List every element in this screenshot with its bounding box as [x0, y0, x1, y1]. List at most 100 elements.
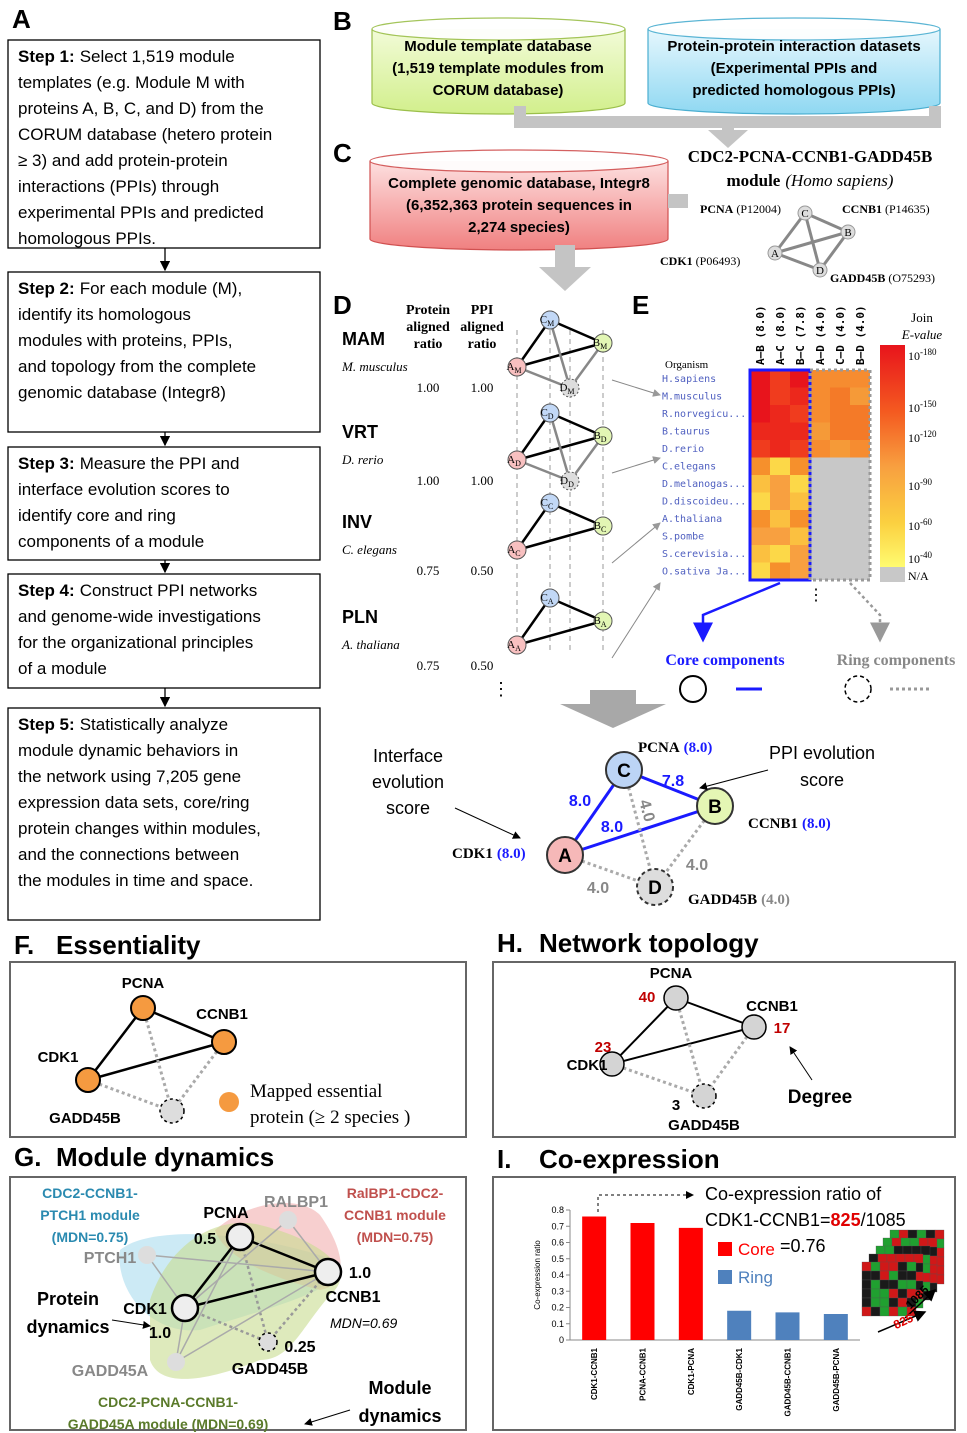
matrix-cell	[907, 1271, 916, 1280]
node-letter: B	[593, 337, 600, 349]
database-text: (6,352,363 protein sequences in	[406, 197, 632, 214]
matrix-cell	[862, 1289, 871, 1298]
heatmap-cell	[750, 475, 770, 493]
node-subscript: D	[515, 459, 521, 468]
heatmap-cell	[790, 493, 810, 511]
heatmap-cell	[790, 440, 810, 458]
bar	[824, 1314, 848, 1340]
network-node	[138, 1246, 156, 1264]
edge-score: 8.0	[569, 793, 591, 810]
node-letter: B	[593, 615, 600, 627]
module-name: RalBP1-CDC2-	[347, 1185, 444, 1201]
protein-label: CDK1(P06493)	[660, 254, 740, 268]
matrix-cell	[892, 1238, 901, 1247]
heatmap-cell	[750, 563, 770, 581]
heatmap-cell	[810, 440, 830, 458]
heatmap-cell	[810, 458, 830, 476]
module-subtitle: module(Homo sapiens)	[727, 171, 894, 190]
step-text: templates (e.g. Module M with	[18, 73, 245, 92]
heatmap-cell	[790, 370, 810, 388]
x-tick-label: PCNA-CCNB1	[639, 1347, 648, 1400]
heatmap-cell	[850, 458, 870, 476]
heatmap-cell	[810, 545, 830, 563]
node-letter: D	[559, 382, 567, 394]
legend-text: Mapped essential	[250, 1081, 382, 1102]
step-text: modules with proteins, PPIs,	[18, 331, 232, 350]
y-tick-label: 0.4	[551, 1270, 564, 1280]
matrix-cell	[919, 1238, 928, 1247]
step-heading: Step 2:	[18, 279, 75, 298]
network-edge	[88, 1080, 172, 1111]
edge-score: 8.0	[601, 819, 623, 836]
step-text: genomic database (Integr8)	[18, 383, 226, 402]
interface-label: Interface	[373, 746, 443, 766]
step-text: CORUM database (hetero protein	[18, 125, 272, 144]
colorbar-base: 10	[908, 349, 920, 363]
organism-name: S.cerevisia...	[662, 549, 746, 560]
colorbar-exponent: -120	[920, 429, 937, 439]
protein-score: (8.0)	[684, 740, 713, 756]
legend-text: protein (≥ 2 species )	[250, 1107, 410, 1128]
network-edge	[612, 998, 676, 1064]
step-text: interactions (PPIs) through	[18, 177, 219, 196]
heatmap-cell	[850, 440, 870, 458]
matrix-cell	[935, 1230, 944, 1239]
module-node-label: A	[771, 248, 779, 260]
y-tick-label: 0.2	[551, 1303, 564, 1313]
heatmap-cell	[790, 423, 810, 441]
legend-swatch	[718, 1270, 732, 1284]
heatmap-cell	[750, 370, 770, 388]
node-label: GADD45A	[72, 1363, 149, 1380]
heatmap-cell	[790, 510, 810, 528]
mdn-label: MDN=0.69	[330, 1315, 398, 1331]
heatmap-cell	[810, 405, 830, 423]
ppi-ratio: 0.50	[471, 658, 494, 673]
database-top	[372, 18, 625, 40]
node-subscript: C	[515, 549, 520, 558]
matrix-cell	[862, 1262, 871, 1271]
x-tick-label: CDK1-PCNA	[687, 1348, 696, 1395]
node-letter: A	[507, 454, 515, 466]
matrix-cell	[889, 1271, 898, 1280]
ring-pointer	[850, 583, 880, 640]
network-node	[131, 996, 155, 1020]
y-axis-label: Co-expression ratio	[533, 1240, 542, 1310]
heatmap-cell	[830, 528, 850, 546]
heatmap-cell	[790, 475, 810, 493]
heatmap-cell	[770, 423, 790, 441]
heatmap-cell	[830, 458, 850, 476]
protein-ratio: 1.00	[417, 380, 440, 395]
organism-name: S.pombe	[662, 532, 704, 543]
colorbar-label: 10-90	[908, 477, 932, 493]
matrix-cell	[910, 1238, 919, 1247]
node-label: CDK1	[567, 1057, 608, 1074]
heatmap-cell	[770, 528, 790, 546]
heatmap-cell	[810, 370, 830, 388]
legend-label: Core	[738, 1240, 775, 1259]
node-label: CCNB1	[746, 998, 798, 1015]
organism-name: D.discoideu...	[662, 497, 746, 508]
node-degree: 40	[639, 989, 656, 1006]
ppi-ratio: 1.00	[471, 380, 494, 395]
legend-marker	[219, 1092, 239, 1112]
heatmap-cell	[750, 440, 770, 458]
module-node-label: B	[844, 227, 851, 239]
heatmap-cell	[790, 388, 810, 406]
matrix-cell	[898, 1271, 907, 1280]
score-node-label: CCNB1(8.0)	[748, 816, 831, 832]
panel-label: G.	[14, 1142, 41, 1172]
heatmap-cell	[830, 563, 850, 581]
module-dynamics: Module	[369, 1378, 432, 1398]
matrix-cell	[889, 1289, 898, 1298]
matrix-cell	[862, 1298, 871, 1307]
module-name: (MDN=0.75)	[52, 1229, 129, 1245]
annotation: =0.76	[780, 1236, 826, 1256]
ppi-ratio: 0.50	[471, 563, 494, 578]
edge-score: 4.0	[587, 880, 609, 897]
step-text: experimental PPIs and predicted	[18, 203, 264, 222]
species-name: M. musculus	[341, 359, 408, 374]
matrix-cell	[889, 1307, 898, 1316]
node-subscript: D	[568, 480, 574, 489]
colorbar-base: 10	[908, 431, 920, 445]
heatmap-cell	[850, 545, 870, 563]
